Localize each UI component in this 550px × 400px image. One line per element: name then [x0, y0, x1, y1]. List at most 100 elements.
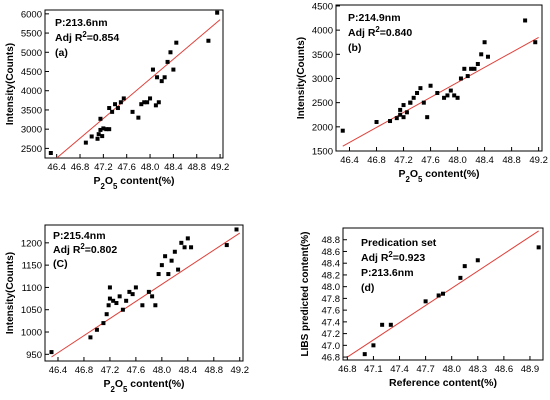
fit-line: [342, 36, 539, 147]
data-point: [111, 298, 116, 303]
x-tick-label: 48.6: [495, 364, 514, 375]
data-point: [458, 76, 463, 81]
data-point: [394, 116, 399, 121]
data-point: [415, 90, 420, 95]
y-axis-label: LIBS predicted content(%): [300, 231, 311, 356]
chart-panel: 46.4 46.8 47.2 47.6 48.0 48.4 48.8 49.2 1500 2000…: [296, 1, 548, 183]
x-tick-label: 49.2: [211, 162, 230, 173]
data-point: [156, 272, 161, 277]
data-point: [371, 343, 376, 348]
y-tick-label: 3000: [21, 125, 42, 136]
chart-panel: 46.8 47.1 47.4 47.7 48.0 48.3 48.6 48.946.847.0…: [300, 227, 544, 389]
data-point: [169, 258, 174, 263]
annotation: (b): [348, 42, 361, 54]
data-point: [523, 18, 528, 23]
y-axis-label: Intensity(Counts): [5, 252, 16, 334]
y-tick-label: 6000: [21, 9, 42, 20]
data-point: [340, 128, 345, 133]
y-tick-label: 4500: [312, 1, 333, 12]
y-tick-label: 48.6: [322, 247, 341, 258]
data-point: [380, 322, 385, 327]
data-point: [398, 107, 403, 112]
y-tick-label: 1500: [312, 147, 333, 158]
y-tick-label: 47.0: [322, 341, 341, 352]
data-point: [408, 100, 413, 105]
annotation: Adj R2=0.923: [361, 250, 425, 265]
data-point: [115, 106, 120, 111]
data-point: [49, 350, 54, 355]
y-tick-label: 2500: [21, 144, 42, 155]
annotation: (a): [55, 47, 68, 59]
y-tick-label: 47.6: [322, 306, 341, 317]
data-point: [145, 100, 150, 105]
data-point: [136, 115, 141, 120]
data-point: [114, 301, 119, 306]
data-point: [133, 285, 138, 290]
fit-line: [55, 19, 221, 158]
data-point: [89, 134, 94, 139]
x-tick-label: 47.6: [127, 365, 146, 376]
x-tick-label: 47.2: [394, 155, 413, 166]
data-point: [428, 83, 433, 88]
data-point: [118, 100, 123, 105]
data-point: [106, 303, 111, 308]
data-point: [388, 119, 393, 124]
data-point: [482, 40, 487, 45]
fit-line: [51, 232, 241, 358]
data-point: [142, 100, 147, 105]
data-point: [536, 245, 541, 250]
chart-panel: 46.4 46.8 47.2 47.6 48.0 48.4 48.8 49.2 950 1000 1…: [5, 224, 249, 394]
data-point: [100, 134, 105, 139]
data-point: [485, 54, 490, 59]
data-point: [479, 52, 484, 57]
x-tick-label: 46.8: [367, 155, 386, 166]
data-point: [179, 240, 184, 245]
data-point: [418, 86, 423, 91]
data-point: [425, 115, 430, 120]
data-point: [455, 95, 460, 100]
x-tick-label: 47.2: [94, 162, 113, 173]
x-tick-label: 47.1: [364, 364, 383, 375]
y-tick-label: 1150: [22, 261, 42, 272]
data-point: [472, 66, 477, 71]
x-tick-label: 49.2: [529, 155, 548, 166]
x-tick-label: 48.8: [205, 365, 224, 376]
data-point: [153, 103, 158, 108]
data-point: [475, 61, 480, 66]
x-tick-label: 48.3: [469, 364, 488, 375]
data-point: [165, 59, 170, 64]
data-point: [150, 67, 155, 72]
annotation: Adj R2=0.802: [53, 242, 117, 257]
data-point: [171, 67, 176, 72]
x-tick-label: 47.6: [117, 162, 136, 173]
data-point: [127, 289, 132, 294]
data-point: [130, 292, 135, 297]
x-tick-label: 48.0: [448, 155, 467, 166]
x-tick-label: 47.2: [101, 365, 120, 376]
y-tick-label: 1100: [22, 283, 42, 294]
data-point: [401, 115, 406, 120]
data-point: [462, 264, 467, 269]
y-axis-label: Intensity(Counts): [5, 43, 16, 125]
annotation: (C): [53, 258, 68, 270]
data-point: [185, 236, 190, 241]
data-point: [166, 272, 171, 277]
x-axis-label: P2O5 content(%): [398, 168, 479, 184]
y-axis-label: Intensity(Counts): [296, 37, 307, 119]
x-axis-label: Reference content(%): [389, 377, 497, 389]
data-point: [458, 275, 463, 280]
data-point: [107, 285, 112, 290]
data-point: [423, 299, 428, 304]
annotation: P:213.6nm: [55, 17, 108, 29]
y-tick-label: 4000: [312, 26, 333, 37]
data-point: [411, 95, 416, 100]
annotation: Predication set: [361, 237, 437, 249]
data-point: [475, 258, 480, 263]
y-tick-label: 1000: [21, 328, 42, 339]
data-point: [121, 96, 126, 101]
data-point: [104, 312, 109, 317]
data-point: [401, 103, 406, 108]
chart-panel: 46.4 46.8 47.2 47.6 48.0 48.4 48.8 49.2 2500 3000…: [5, 9, 229, 190]
data-point: [215, 10, 220, 15]
